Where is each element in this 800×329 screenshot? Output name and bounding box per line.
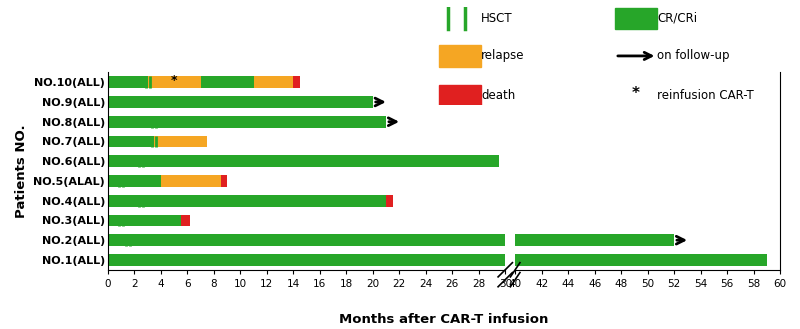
Bar: [141, 195, 386, 207]
Bar: [108, 155, 141, 167]
Bar: [181, 215, 190, 226]
Text: CR/CRi: CR/CRi: [658, 12, 698, 25]
Text: Months after CAR-T infusion: Months after CAR-T infusion: [339, 313, 549, 326]
Bar: [108, 195, 141, 207]
Bar: [108, 136, 154, 147]
Bar: [201, 76, 254, 88]
Text: reinfusion CAR-T: reinfusion CAR-T: [658, 89, 754, 102]
Text: relapse: relapse: [482, 49, 525, 63]
Bar: [108, 76, 148, 88]
Y-axis label: Patients NO.: Patients NO.: [15, 124, 28, 218]
Bar: [294, 76, 300, 88]
Bar: [615, 8, 658, 29]
Text: on follow-up: on follow-up: [658, 49, 730, 63]
Bar: [108, 254, 506, 266]
Bar: [108, 234, 128, 246]
Bar: [515, 254, 766, 266]
Text: *: *: [171, 74, 178, 88]
Bar: [221, 175, 227, 187]
Bar: [148, 76, 201, 88]
Bar: [108, 116, 154, 128]
Bar: [108, 96, 373, 108]
Bar: [154, 116, 386, 128]
Text: death: death: [482, 89, 515, 102]
Text: *: *: [632, 86, 640, 101]
Bar: [141, 155, 498, 167]
Bar: [154, 136, 207, 147]
Bar: [128, 234, 506, 246]
Bar: [254, 76, 294, 88]
Bar: [122, 175, 161, 187]
Bar: [122, 215, 181, 226]
Bar: [386, 195, 393, 207]
Bar: [161, 175, 221, 187]
Bar: [439, 85, 482, 106]
Bar: [108, 175, 122, 187]
Bar: [515, 234, 674, 246]
Text: HSCT: HSCT: [482, 12, 513, 25]
Bar: [108, 215, 122, 226]
Bar: [439, 45, 482, 67]
